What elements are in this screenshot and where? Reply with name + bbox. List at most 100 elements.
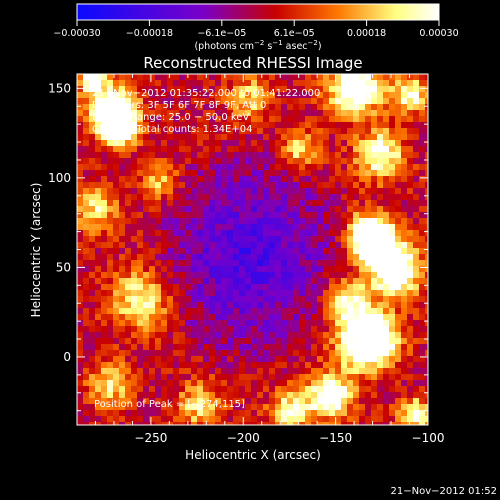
heatmap-cell xyxy=(275,266,282,273)
heatmap-cell xyxy=(113,308,120,315)
heatmap-cell xyxy=(317,386,324,393)
heatmap-cell xyxy=(395,392,402,399)
heatmap-cell xyxy=(89,248,96,255)
heatmap-cell xyxy=(173,236,180,243)
heatmap-cell xyxy=(317,416,324,423)
heatmap-cell xyxy=(365,266,372,273)
heatmap-cell xyxy=(167,134,174,141)
heatmap-cell xyxy=(149,218,156,225)
heatmap-cell xyxy=(413,86,420,93)
heatmap-cell xyxy=(377,326,384,333)
heatmap-cell xyxy=(233,308,240,315)
heatmap-cell xyxy=(245,410,252,417)
heatmap-cell xyxy=(353,380,360,387)
heatmap-cell xyxy=(395,296,402,303)
heatmap-cell xyxy=(155,224,162,231)
heatmap-cell xyxy=(137,236,144,243)
heatmap-cell xyxy=(95,386,102,393)
heatmap-cell xyxy=(317,224,324,231)
heatmap-cell xyxy=(407,332,414,339)
heatmap-cell xyxy=(239,122,246,129)
heatmap-cell xyxy=(155,170,162,177)
heatmap-cell xyxy=(149,158,156,165)
heatmap-cell xyxy=(299,146,306,153)
heatmap-cell xyxy=(179,212,186,219)
heatmap-cell xyxy=(119,350,126,357)
heatmap-cell xyxy=(389,188,396,195)
heatmap-cell xyxy=(371,356,378,363)
heatmap-cell xyxy=(383,416,390,423)
heatmap-cell xyxy=(215,380,222,387)
heatmap-cell xyxy=(395,122,402,129)
heatmap-cell xyxy=(95,236,102,243)
heatmap-cell xyxy=(269,422,276,425)
heatmap-cell xyxy=(179,116,186,123)
heatmap-cell xyxy=(149,398,156,405)
heatmap-cell xyxy=(317,290,324,297)
heatmap-cell xyxy=(257,164,264,171)
heatmap-cell xyxy=(353,290,360,297)
heatmap-cell xyxy=(89,416,96,423)
heatmap-cell xyxy=(173,284,180,291)
heatmap-cell xyxy=(281,176,288,183)
heatmap-cell xyxy=(131,218,138,225)
heatmap-cell xyxy=(173,188,180,195)
heatmap-cell xyxy=(269,170,276,177)
heatmap-cell xyxy=(293,398,300,405)
heatmap-cell xyxy=(341,296,348,303)
heatmap-cell xyxy=(101,272,108,279)
heatmap-cell xyxy=(161,320,168,327)
heatmap-cell xyxy=(197,110,204,117)
heatmap-cell xyxy=(131,338,138,345)
heatmap-cell xyxy=(125,290,132,297)
heatmap-cell xyxy=(227,146,234,153)
heatmap-cell xyxy=(161,74,168,81)
heatmap-cell xyxy=(413,92,420,99)
heatmap-cell xyxy=(371,140,378,147)
heatmap-cell xyxy=(371,272,378,279)
heatmap-cell xyxy=(233,146,240,153)
heatmap-cell xyxy=(221,206,228,213)
heatmap-cell xyxy=(89,254,96,261)
heatmap-cell xyxy=(287,392,294,399)
heatmap-cell xyxy=(299,158,306,165)
heatmap-cell xyxy=(401,152,408,159)
heatmap-cell xyxy=(173,224,180,231)
heatmap-cell xyxy=(77,344,84,351)
heatmap-cell xyxy=(401,368,408,375)
heatmap-cell xyxy=(125,146,132,153)
heatmap-cell xyxy=(137,164,144,171)
heatmap-cell xyxy=(107,356,114,363)
heatmap-cell xyxy=(293,170,300,177)
heatmap-cell xyxy=(191,104,198,111)
heatmap-cell xyxy=(329,104,336,111)
heatmap-cell xyxy=(311,416,318,423)
heatmap-cell xyxy=(281,122,288,129)
heatmap-cell xyxy=(167,326,174,333)
heatmap-cell xyxy=(281,326,288,333)
heatmap-cell xyxy=(311,194,318,201)
heatmap-cell xyxy=(251,134,258,141)
heatmap-cell xyxy=(233,128,240,135)
heatmap-cell xyxy=(233,254,240,261)
heatmap-cell xyxy=(215,296,222,303)
heatmap-cell xyxy=(227,206,234,213)
heatmap-cell xyxy=(425,272,428,279)
heatmap-cell xyxy=(137,194,144,201)
heatmap-cell xyxy=(185,164,192,171)
heatmap-cell xyxy=(317,344,324,351)
heatmap-cell xyxy=(281,158,288,165)
heatmap-cell xyxy=(335,260,342,267)
heatmap-cell xyxy=(413,296,420,303)
heatmap-cell xyxy=(359,422,366,425)
heatmap-cell xyxy=(167,170,174,177)
heatmap-cell xyxy=(269,416,276,423)
heatmap-cell xyxy=(95,206,102,213)
heatmap-cell xyxy=(167,386,174,393)
heatmap-cell xyxy=(275,128,282,135)
heatmap-cell xyxy=(299,176,306,183)
heatmap-cell xyxy=(323,182,330,189)
heatmap-cell xyxy=(143,200,150,207)
heatmap-cell xyxy=(275,194,282,201)
heatmap-cell xyxy=(365,74,372,81)
